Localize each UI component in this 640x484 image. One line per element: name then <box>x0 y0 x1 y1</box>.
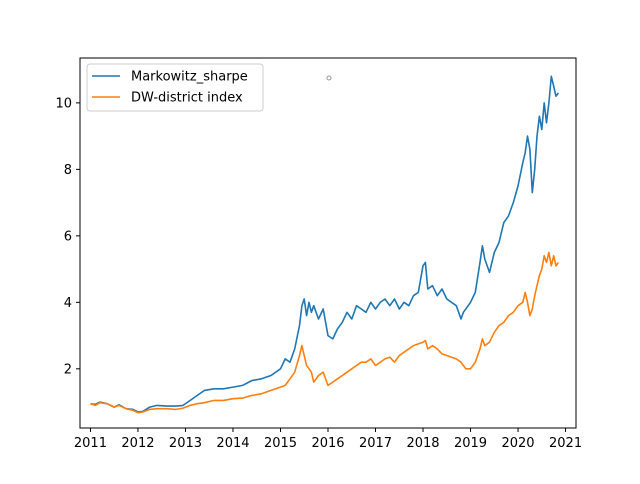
y-tick-label-0: 2 <box>64 362 72 377</box>
x-tick-label-4: 2015 <box>264 436 297 451</box>
legend-label-1: DW-district index <box>131 91 243 106</box>
x-tick-label-0: 2011 <box>74 436 107 451</box>
y-tick-label-3: 8 <box>64 163 72 178</box>
stray-marker <box>326 75 332 81</box>
y-tick-label-4: 10 <box>55 96 72 111</box>
x-tick-label-3: 2014 <box>216 436 249 451</box>
x-tick-label-6: 2017 <box>359 436 392 451</box>
legend-items: Markowitz_sharpe DW-district index <box>92 70 248 106</box>
legend-frame <box>86 63 264 112</box>
legend: Markowitz_sharpe DW-district index <box>86 63 264 112</box>
y-axis: 2 4 6 8 10 <box>55 96 80 377</box>
x-tick-label-2: 2013 <box>169 436 202 451</box>
x-tick-label-7: 2018 <box>406 436 439 451</box>
series-line-1 <box>90 251 560 414</box>
x-tick-label-1: 2012 <box>121 436 154 451</box>
y-tick-label-2: 6 <box>64 229 72 244</box>
x-tick-label-5: 2016 <box>311 436 344 451</box>
x-tick-label-9: 2020 <box>501 436 534 451</box>
series-line-0 <box>90 75 560 413</box>
legend-label-0: Markowitz_sharpe <box>131 70 248 85</box>
x-axis: 2011 2012 2013 2014 2015 2016 2017 2018 2019 2020… <box>74 428 582 451</box>
series-layer <box>90 75 560 414</box>
x-tick-label-8: 2019 <box>454 436 487 451</box>
x-tick-label-10: 2021 <box>549 436 582 451</box>
y-tick-label-1: 4 <box>64 296 72 311</box>
